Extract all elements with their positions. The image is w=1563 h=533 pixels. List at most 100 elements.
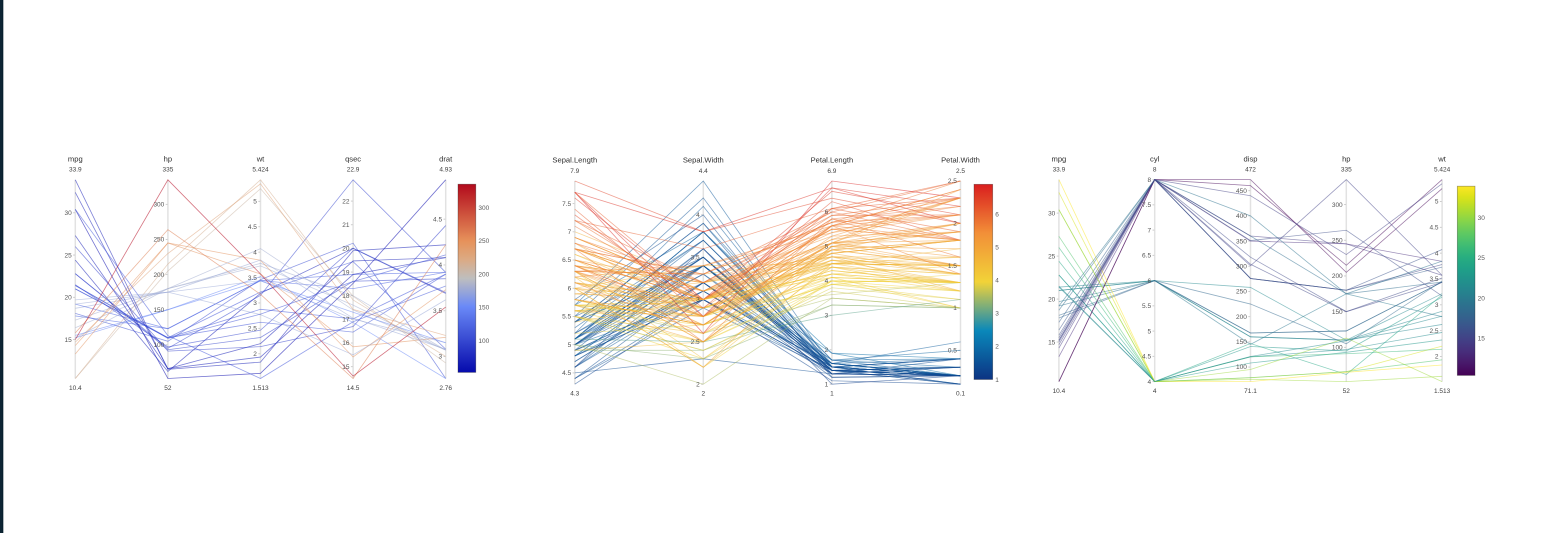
svg-text:20: 20 (64, 295, 72, 302)
svg-text:250: 250 (1332, 237, 1343, 244)
svg-text:Petal.Width: Petal.Width (941, 156, 980, 165)
svg-text:2.5: 2.5 (956, 168, 965, 175)
svg-text:5: 5 (995, 244, 999, 251)
svg-text:4.5: 4.5 (433, 216, 442, 223)
svg-text:71.1: 71.1 (1244, 388, 1257, 395)
svg-text:2: 2 (1435, 354, 1439, 361)
svg-text:qsec: qsec (345, 155, 361, 164)
svg-text:2.5: 2.5 (948, 178, 957, 185)
svg-text:hp: hp (1342, 154, 1350, 163)
svg-text:20: 20 (1478, 295, 1486, 302)
svg-text:20: 20 (1048, 296, 1056, 303)
svg-text:4.93: 4.93 (439, 167, 452, 174)
svg-text:2.76: 2.76 (439, 385, 452, 392)
svg-text:300: 300 (1332, 202, 1343, 209)
svg-text:4: 4 (253, 249, 257, 256)
svg-text:18: 18 (342, 293, 350, 300)
svg-text:10.4: 10.4 (1053, 388, 1066, 395)
svg-text:0.1: 0.1 (956, 391, 965, 398)
svg-text:1.513: 1.513 (1434, 388, 1451, 395)
svg-text:5: 5 (825, 244, 829, 251)
svg-text:wt: wt (256, 155, 265, 164)
svg-text:200: 200 (153, 272, 164, 279)
svg-text:4.5: 4.5 (1429, 225, 1438, 232)
svg-text:3: 3 (696, 297, 700, 304)
svg-text:5.5: 5.5 (562, 314, 571, 321)
svg-text:8: 8 (1147, 177, 1151, 184)
svg-text:20: 20 (342, 246, 350, 253)
svg-text:7.5: 7.5 (1142, 202, 1151, 209)
svg-text:14.5: 14.5 (347, 385, 360, 392)
svg-text:100: 100 (1332, 345, 1343, 352)
svg-text:15: 15 (64, 337, 72, 344)
svg-text:cyl: cyl (1150, 154, 1160, 163)
svg-text:16: 16 (342, 340, 350, 347)
svg-text:3: 3 (1435, 302, 1439, 309)
svg-text:25: 25 (1478, 255, 1486, 262)
svg-text:4: 4 (1153, 388, 1157, 395)
svg-text:2: 2 (253, 351, 257, 358)
svg-text:4.4: 4.4 (699, 168, 708, 175)
svg-text:Sepal.Width: Sepal.Width (683, 156, 724, 165)
svg-text:0.5: 0.5 (948, 348, 957, 355)
svg-text:25: 25 (1048, 253, 1056, 260)
svg-text:150: 150 (1332, 309, 1343, 316)
svg-text:19: 19 (342, 269, 350, 276)
svg-text:disp: disp (1244, 154, 1258, 163)
svg-text:5: 5 (1435, 199, 1439, 206)
svg-text:8: 8 (1153, 166, 1157, 173)
svg-text:15: 15 (1048, 339, 1056, 346)
svg-text:3.5: 3.5 (248, 275, 257, 282)
svg-text:300: 300 (1236, 263, 1247, 270)
svg-text:3.5: 3.5 (691, 254, 700, 261)
svg-text:21: 21 (342, 222, 350, 229)
svg-text:2: 2 (953, 221, 957, 228)
svg-text:10.4: 10.4 (69, 385, 82, 392)
svg-text:1: 1 (825, 381, 829, 388)
svg-text:Sepal.Length: Sepal.Length (552, 156, 597, 165)
svg-text:1.5: 1.5 (948, 263, 957, 270)
svg-text:4: 4 (438, 262, 442, 269)
svg-text:22: 22 (342, 198, 350, 205)
svg-text:2: 2 (696, 381, 700, 388)
svg-text:4: 4 (1147, 379, 1151, 386)
svg-text:6.5: 6.5 (1142, 253, 1151, 260)
svg-text:3.5: 3.5 (1429, 276, 1438, 283)
svg-text:2.5: 2.5 (248, 326, 257, 333)
svg-text:6.9: 6.9 (827, 168, 836, 175)
svg-text:100: 100 (153, 342, 164, 349)
svg-text:3: 3 (438, 354, 442, 361)
svg-text:52: 52 (1343, 388, 1351, 395)
svg-text:3: 3 (253, 300, 257, 307)
svg-text:335: 335 (162, 167, 173, 174)
svg-text:4: 4 (1435, 250, 1439, 257)
svg-text:25: 25 (64, 252, 72, 259)
svg-text:200: 200 (478, 271, 489, 278)
svg-text:4: 4 (995, 278, 999, 285)
svg-text:3: 3 (995, 311, 999, 318)
svg-text:33.9: 33.9 (1053, 166, 1066, 173)
svg-text:7.9: 7.9 (570, 168, 579, 175)
svg-text:200: 200 (1332, 273, 1343, 280)
svg-text:1: 1 (830, 391, 834, 398)
svg-text:mpg: mpg (1052, 154, 1067, 163)
svg-text:5.5: 5.5 (1142, 303, 1151, 310)
svg-text:30: 30 (1048, 210, 1056, 217)
svg-text:150: 150 (478, 305, 489, 312)
svg-text:3.5: 3.5 (433, 308, 442, 315)
svg-text:300: 300 (153, 202, 164, 209)
svg-text:100: 100 (478, 338, 489, 345)
svg-text:200: 200 (1236, 314, 1247, 321)
svg-text:250: 250 (1236, 289, 1247, 296)
svg-text:33.9: 33.9 (69, 167, 82, 174)
svg-text:150: 150 (1236, 339, 1247, 346)
svg-text:4.3: 4.3 (570, 391, 579, 398)
svg-text:Petal.Length: Petal.Length (811, 156, 854, 165)
svg-text:7.5: 7.5 (562, 201, 571, 208)
svg-text:350: 350 (1236, 238, 1247, 245)
svg-text:52: 52 (164, 385, 172, 392)
svg-text:2: 2 (701, 391, 705, 398)
svg-text:15: 15 (1478, 336, 1486, 343)
svg-text:2.5: 2.5 (691, 339, 700, 346)
svg-text:3: 3 (825, 313, 829, 320)
